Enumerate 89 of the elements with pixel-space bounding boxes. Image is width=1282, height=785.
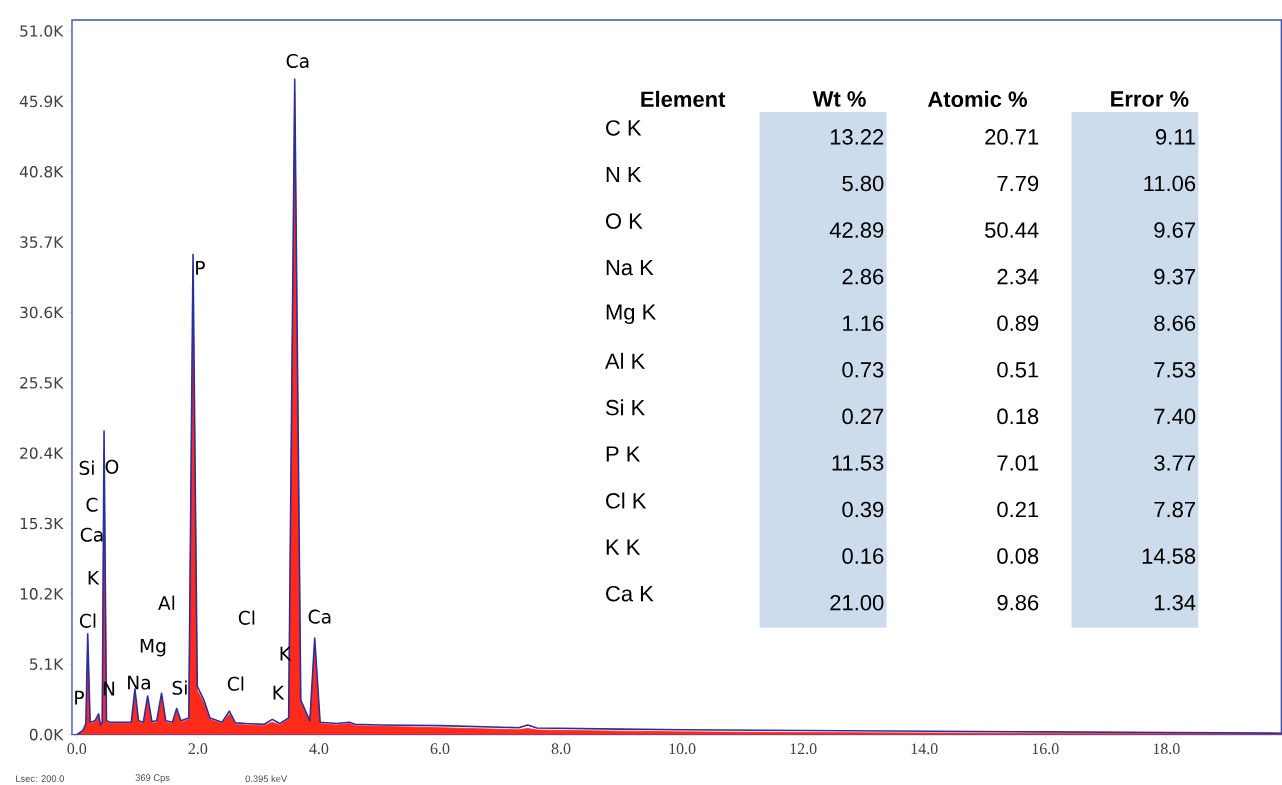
annotation: 0.18 [997,408,1039,425]
annotation: 1.16 [843,315,884,332]
annotation: Mg K [606,304,657,325]
annotation: O [105,459,119,475]
annotation: 14.58 [1142,548,1196,565]
text: Lsec: 200.0 [16,775,64,783]
x-tick-label: 18.0 [1153,743,1180,755]
annotation: 50.44 [985,222,1039,239]
annotation: 0.73 [842,362,884,378]
annotation: O K [606,213,643,230]
annotation: 0.51 [997,362,1039,378]
annotation: Ca [80,527,103,542]
annotation: 1.34 [1154,595,1196,611]
annotation: 9.86 [997,595,1039,611]
annotation: Si [172,680,187,696]
annotation: 7.01 [997,455,1039,471]
annotation: Na K [606,260,654,276]
annotation: 2.34 [997,269,1039,285]
annotation: P K [606,446,641,462]
annotation: Wt % [812,91,866,107]
annotation: Ca K [606,586,654,602]
annotation: 2.86 [842,269,884,285]
x-tick-label: 16.0 [1032,743,1059,755]
annotation: Cl [227,676,244,692]
x-tick-label: 10.0 [669,743,696,755]
annotation: Ca [308,609,331,624]
y-tick-label: 30.6K [20,306,64,319]
annotation: 42.89 [829,222,884,239]
text: 369 Cps [135,774,170,784]
x-tick-label: 6.0 [430,743,450,755]
annotation: 7.79 [997,175,1039,192]
y-tick-label: 10.2K [20,588,64,600]
annotation: 7.53 [1154,362,1196,378]
annotation: 9.67 [1154,222,1195,239]
annotation: 0.27 [842,408,884,425]
annotation: 5.80 [842,175,884,192]
y-tick-label: 40.8K [19,166,64,178]
annotation: K [273,686,285,700]
annotation: 11.06 [1144,175,1196,192]
y-tick-label: 45.9K [19,95,64,108]
annotation: P [75,691,84,705]
annotation: Element [641,91,726,108]
x-tick-label: 4.0 [309,743,329,755]
annotation: Mg [140,639,166,657]
annotation: 9.11 [1155,129,1196,145]
annotation: Error % [1111,91,1189,107]
x-tick-label: 12.0 [790,743,817,755]
annotation: Cl [79,613,96,629]
annotation: 0.16 [842,548,884,565]
annotation: 13.22 [830,129,884,145]
annotation: K [88,571,100,585]
text: 0.395 keV [245,775,288,783]
annotation: Cl K [606,492,647,509]
annotation: Al K [605,353,646,369]
annotation: Al [158,595,175,610]
annotation: C K [606,120,642,136]
annotation: Atomic % [927,91,1027,108]
annotation: Cl [238,610,255,626]
annotation: 9.37 [1154,269,1195,285]
y-tick-label: 25.5K [20,377,64,389]
annotation: 0.39 [842,501,884,518]
annotation: 0.89 [997,315,1039,332]
annotation: C [86,497,98,512]
y-tick-label: 15.3K [20,517,64,530]
y-tick-label: 35.7K [20,236,64,249]
y-tick-label: 5.1K [30,658,64,671]
y-tick-label: 51.0K [20,25,64,38]
annotation: Na [128,675,150,690]
x-tick-label: 8.0 [551,743,571,755]
x-tick-label: 2.0 [188,743,208,755]
annotation: P [196,261,205,275]
annotation: 0.08 [997,548,1039,565]
y-tick-label: 20.4K [20,447,64,460]
annotation: 7.87 [1154,501,1195,518]
annotation: Ca [286,54,309,69]
annotation: 0.21 [997,501,1039,518]
y-tick-label: 0.0K [29,729,64,741]
x-tick-label: 0.0 [67,743,87,755]
annotation: N K [606,167,642,183]
annotation: K K [606,539,641,555]
annotation: 21.00 [830,595,884,611]
annotation: 8.66 [1154,315,1196,332]
x-tick-label: 14.0 [911,743,938,755]
annotation: 11.53 [832,455,884,471]
annotation: 3.77 [1154,455,1195,471]
annotation: 20.71 [985,129,1039,145]
annotation: Si [79,460,94,476]
annotation: 7.40 [1154,408,1196,425]
annotation: Si K [605,399,646,416]
